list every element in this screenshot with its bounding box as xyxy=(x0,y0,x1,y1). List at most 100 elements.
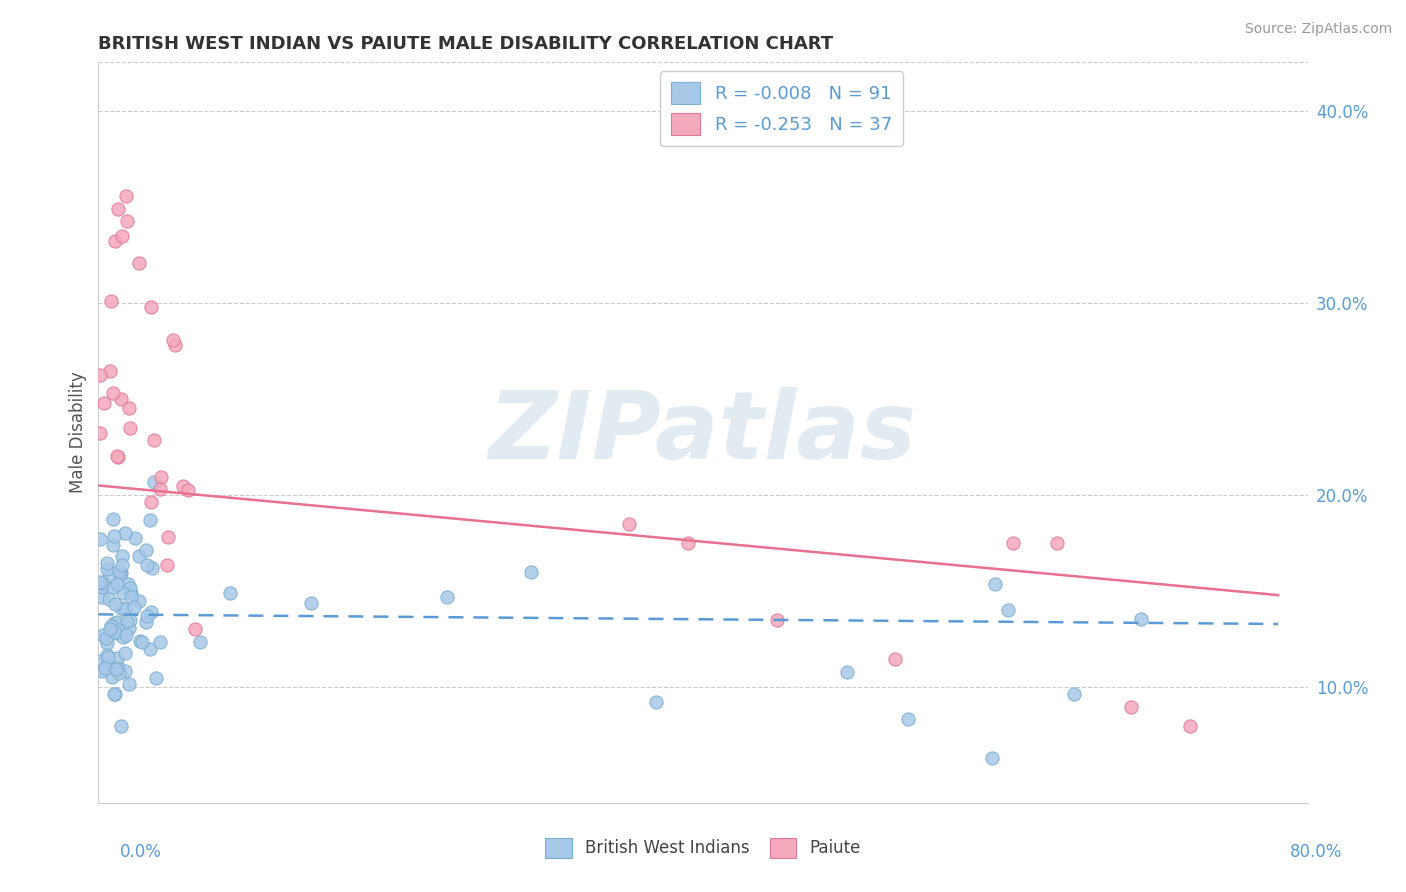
Point xyxy=(883,651,905,665)
Point xyxy=(115,214,138,228)
Point xyxy=(219,586,242,600)
Point xyxy=(188,635,211,649)
Point xyxy=(128,256,150,270)
Point xyxy=(124,531,146,545)
Point xyxy=(89,368,111,383)
Point xyxy=(91,576,114,591)
Text: 80.0%: 80.0% xyxy=(1291,843,1343,861)
Point xyxy=(183,622,205,636)
Point xyxy=(94,661,117,675)
Point xyxy=(1046,536,1069,550)
Point xyxy=(98,570,121,584)
Point xyxy=(104,662,127,676)
Point xyxy=(104,624,127,639)
Point xyxy=(107,450,129,464)
Point xyxy=(105,615,128,629)
Point xyxy=(122,599,145,614)
Point xyxy=(301,597,323,611)
Point xyxy=(118,621,141,635)
Point xyxy=(96,635,118,649)
Text: ZIPatlas: ZIPatlas xyxy=(489,386,917,479)
Point xyxy=(162,334,184,348)
Point xyxy=(436,591,458,605)
Point xyxy=(104,626,127,640)
Point xyxy=(108,666,131,681)
Point xyxy=(103,616,125,631)
Point xyxy=(103,687,125,701)
Point xyxy=(136,558,159,572)
Point xyxy=(105,662,128,676)
Point xyxy=(1063,687,1085,701)
Point xyxy=(120,420,142,434)
Point xyxy=(91,590,114,604)
Text: BRITISH WEST INDIAN VS PAIUTE MALE DISABILITY CORRELATION CHART: BRITISH WEST INDIAN VS PAIUTE MALE DISAB… xyxy=(98,35,834,53)
Point xyxy=(644,695,666,709)
Point xyxy=(100,293,122,308)
Point xyxy=(128,549,150,563)
Legend: British West Indians, Paiute: British West Indians, Paiute xyxy=(538,831,868,865)
Point xyxy=(105,449,128,463)
Point xyxy=(139,642,162,657)
Point xyxy=(91,628,114,642)
Point xyxy=(149,635,172,649)
Point xyxy=(117,614,139,628)
Point xyxy=(177,483,200,497)
Point xyxy=(111,558,134,573)
Point xyxy=(120,581,142,595)
Point xyxy=(165,338,187,352)
Point xyxy=(101,538,124,552)
Point xyxy=(89,425,111,440)
Point xyxy=(143,475,166,489)
Point xyxy=(765,613,787,627)
Point xyxy=(101,670,124,684)
Point xyxy=(135,543,157,558)
Point xyxy=(118,613,141,627)
Point xyxy=(114,602,136,616)
Point xyxy=(1001,536,1024,550)
Point xyxy=(104,597,127,611)
Point xyxy=(105,651,128,665)
Point xyxy=(835,665,858,679)
Point xyxy=(141,494,163,508)
Point xyxy=(156,558,179,573)
Point xyxy=(107,623,129,637)
Point xyxy=(114,188,136,202)
Point xyxy=(110,566,132,580)
Point xyxy=(111,228,134,243)
Point xyxy=(104,687,127,701)
Point xyxy=(141,301,163,315)
Point xyxy=(156,530,179,544)
Point xyxy=(110,392,132,407)
Point xyxy=(98,622,121,636)
Point xyxy=(111,585,134,599)
Point xyxy=(139,605,162,619)
Point xyxy=(120,586,142,600)
Point xyxy=(97,649,120,664)
Point xyxy=(120,590,142,604)
Point xyxy=(112,630,135,644)
Point xyxy=(997,602,1019,616)
Point xyxy=(115,627,138,641)
Point xyxy=(128,594,150,608)
Point xyxy=(105,577,128,591)
Point xyxy=(94,631,117,645)
Point xyxy=(98,364,121,378)
Point xyxy=(118,401,141,416)
Point xyxy=(108,567,131,582)
Point xyxy=(1119,699,1142,714)
Point xyxy=(104,234,127,248)
Point xyxy=(131,635,153,649)
Point xyxy=(117,577,139,591)
Point xyxy=(90,664,112,678)
Point xyxy=(149,483,172,497)
Point xyxy=(96,556,118,570)
Point xyxy=(678,536,700,550)
Point xyxy=(89,575,111,590)
Point xyxy=(96,562,118,576)
Point xyxy=(1178,719,1201,733)
Point xyxy=(143,434,166,448)
Point xyxy=(96,648,118,663)
Point xyxy=(97,591,120,606)
Point xyxy=(145,671,167,685)
Point xyxy=(1129,612,1152,626)
